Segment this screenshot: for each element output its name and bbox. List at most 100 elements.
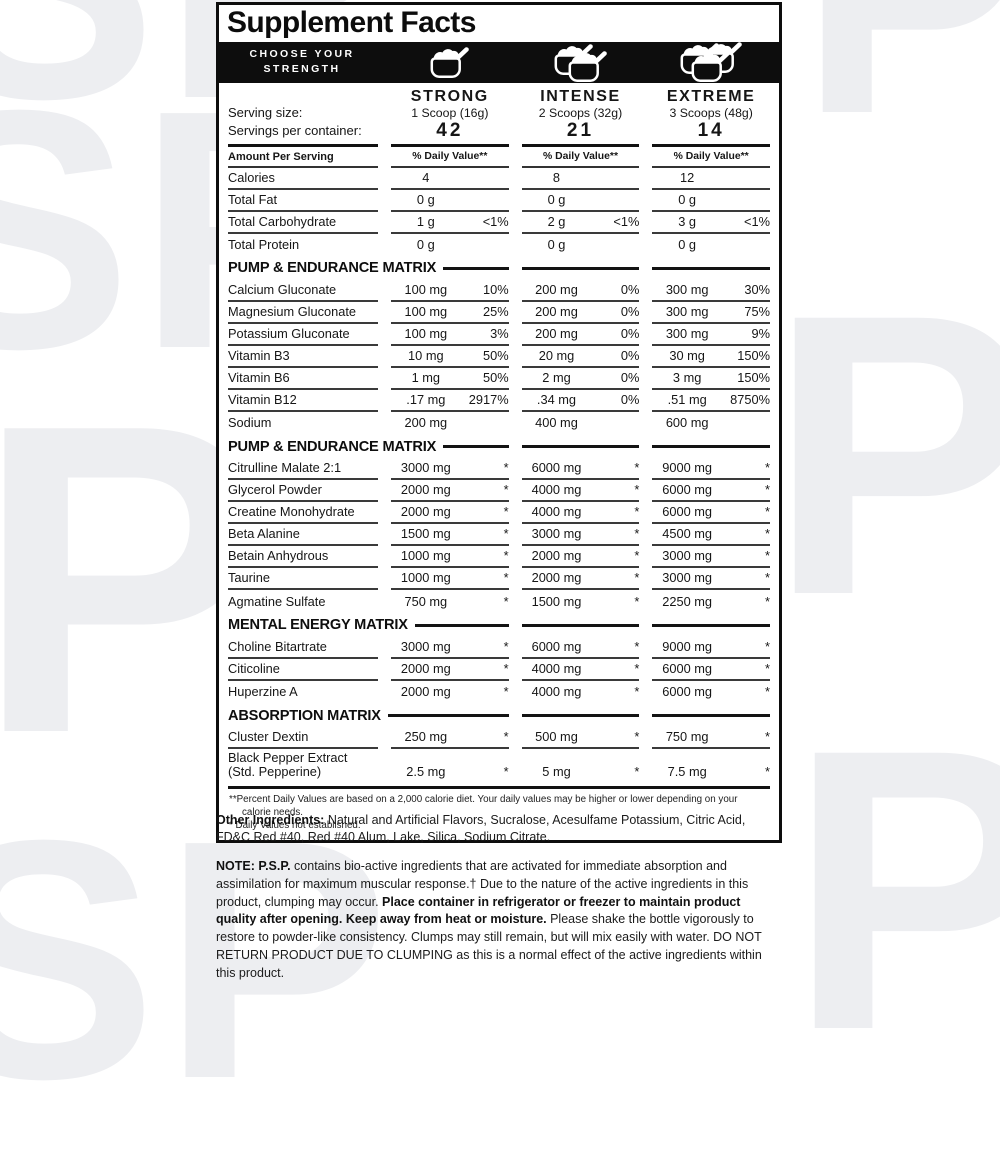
daily-value: <1% bbox=[613, 213, 640, 229]
other-ingredients-text: Natural and Artificial Flavors, Sucralos… bbox=[216, 813, 746, 845]
dose-cell: 4 bbox=[391, 168, 509, 190]
amount-value: 2000 mg bbox=[531, 570, 582, 586]
daily-value: * bbox=[503, 729, 509, 745]
amount-value: 2 mg bbox=[542, 369, 571, 385]
matrix-header-rule bbox=[521, 266, 640, 270]
daily-value: 9% bbox=[751, 325, 770, 341]
daily-value: * bbox=[634, 684, 640, 700]
dose-cell: 600 mg bbox=[652, 413, 770, 433]
ingredient-name: Calcium Gluconate bbox=[228, 281, 378, 302]
daily-value: * bbox=[765, 482, 770, 498]
dose-cell: 0 g bbox=[652, 190, 770, 212]
daily-value: * bbox=[503, 460, 509, 476]
table-row: Magnesium Gluconate 100 mg 25% 200 mg 0% 300 … bbox=[228, 302, 770, 324]
dose-cell: 2000 mg * bbox=[391, 659, 509, 681]
daily-value: * bbox=[503, 660, 509, 676]
table-row: Cluster Dextin 250 mg * 500 mg * 750 mg * bbox=[228, 727, 770, 750]
amount-value: 200 mg bbox=[535, 281, 578, 297]
dose-cell: 300 mg 75% bbox=[652, 302, 770, 324]
amount-value: 0 g bbox=[678, 191, 697, 207]
matrix-section-header: ABSORPTION MATRIX bbox=[228, 702, 770, 727]
amount-value: 200 mg bbox=[535, 303, 578, 319]
dose-cell: 4000 mg * bbox=[521, 502, 640, 525]
daily-value: * bbox=[765, 763, 770, 779]
amount-value: 4000 mg bbox=[531, 504, 582, 520]
daily-value: 0% bbox=[620, 347, 640, 363]
ingredient-name: Creatine Monohydrate bbox=[228, 503, 378, 525]
dose-cell: 3 mg 150% bbox=[652, 368, 770, 390]
amount-value: 4500 mg bbox=[662, 526, 713, 542]
ingredient-name: Citicoline bbox=[228, 660, 378, 681]
dose-cell: 300 mg 9% bbox=[652, 324, 770, 346]
dose-cell: 6000 mg * bbox=[652, 480, 770, 503]
daily-value: * bbox=[634, 482, 640, 498]
daily-value: * bbox=[634, 570, 640, 586]
amount-value: 1 g bbox=[416, 213, 435, 229]
daily-value: * bbox=[503, 526, 509, 542]
daily-value: * bbox=[503, 570, 509, 586]
ingredient-name: Total Fat bbox=[228, 191, 378, 212]
dose-cell: 3 g <1% bbox=[652, 212, 770, 234]
dose-cell: 0 g bbox=[521, 190, 640, 212]
dose-cell: 6000 mg * bbox=[652, 502, 770, 525]
strength-column-intense: INTENSE 2 Scoops (32g) 21 bbox=[521, 88, 640, 147]
daily-value: 2917% bbox=[468, 391, 509, 407]
amount-value: 3 mg bbox=[672, 369, 702, 385]
ingredient-name: Magnesium Gluconate bbox=[228, 303, 378, 324]
ingredient-name: Calories bbox=[228, 169, 378, 190]
table-header-row: Amount Per Serving % Daily Value** % Dai… bbox=[228, 147, 770, 168]
ingredient-name: Agmatine Sulfate bbox=[228, 593, 326, 609]
table-row: Calcium Gluconate 100 mg 10% 200 mg 0% 300 mg… bbox=[228, 280, 770, 302]
table-row: Betain Anhydrous 1000 mg * 2000 mg * 3000 mg * bbox=[228, 546, 770, 569]
amount-value: 6000 mg bbox=[662, 504, 713, 520]
amount-value: 6000 mg bbox=[531, 460, 582, 476]
amount-value: 3000 mg bbox=[662, 570, 713, 586]
daily-value: * bbox=[765, 638, 770, 654]
ingredient-name: Total Carbohydrate bbox=[228, 213, 378, 234]
daily-value: * bbox=[634, 593, 640, 609]
banner-line1: CHOOSE YOUR bbox=[249, 47, 355, 60]
amount-value: 2000 mg bbox=[400, 684, 451, 700]
daily-value: * bbox=[765, 593, 770, 609]
dose-cell: 200 mg 0% bbox=[521, 302, 640, 324]
dose-cell: 2 g <1% bbox=[521, 212, 640, 234]
table-row: Citrulline Malate 2:1 3000 mg * 6000 mg * 900… bbox=[228, 458, 770, 481]
amount-value: 0 g bbox=[547, 236, 566, 252]
ingredient-name: Choline Bitartrate bbox=[228, 638, 378, 659]
amount-value: 0 g bbox=[678, 236, 697, 252]
daily-value bbox=[461, 192, 509, 207]
daily-value: * bbox=[503, 638, 509, 654]
daily-value bbox=[591, 192, 639, 207]
matrix-section-title: PUMP & ENDURANCE MATRIX bbox=[228, 260, 509, 276]
servings-count: 21 bbox=[566, 119, 595, 141]
watermark-letters: P bbox=[788, 666, 1000, 1113]
dose-cell: 1500 mg * bbox=[391, 524, 509, 547]
supplement-facts-label: Supplement Facts CHOOSE YOUR STRENGTH Se… bbox=[216, 2, 782, 844]
amount-value: 12 bbox=[680, 169, 695, 185]
one-scoop-icon bbox=[390, 46, 508, 79]
facts-table-body: Calories 4 8 12 Total Fat 0 g 0 g 0 g Total Carb… bbox=[228, 168, 770, 782]
amount-value: 4000 mg bbox=[531, 660, 582, 676]
label-content: Serving size: Servings per container: ST… bbox=[219, 83, 779, 841]
dose-cell: 100 mg 3% bbox=[391, 324, 509, 346]
amount-value: 2 g bbox=[547, 213, 566, 229]
daily-value bbox=[722, 192, 770, 207]
serving-labels: Serving size: Servings per container: bbox=[228, 104, 378, 147]
dose-cell: 2000 mg * bbox=[391, 480, 509, 503]
choose-strength-banner: CHOOSE YOUR STRENGTH bbox=[219, 41, 779, 83]
matrix-header-rule bbox=[652, 266, 770, 270]
amount-value: 6000 mg bbox=[662, 660, 713, 676]
daily-value: 75% bbox=[744, 303, 770, 319]
daily-value: * bbox=[765, 548, 770, 564]
daily-value: 25% bbox=[483, 303, 509, 319]
daily-value: * bbox=[503, 548, 509, 564]
table-row: Huperzine A 2000 mg * 4000 mg * 6000 mg * bbox=[228, 681, 770, 702]
watermark-letters: P bbox=[800, 0, 1000, 165]
table-row: Beta Alanine 1500 mg * 3000 mg * 4500 mg * bbox=[228, 524, 770, 547]
table-row: Black Pepper Extract (Std. Pepperine) 2.5 … bbox=[228, 749, 770, 782]
dose-cell: 0 g bbox=[391, 235, 509, 255]
dose-cell: 4000 mg * bbox=[521, 480, 640, 503]
amount-value: 0 g bbox=[547, 191, 566, 207]
dose-cell: 200 mg 0% bbox=[521, 324, 640, 346]
servings-count: 42 bbox=[436, 119, 464, 141]
